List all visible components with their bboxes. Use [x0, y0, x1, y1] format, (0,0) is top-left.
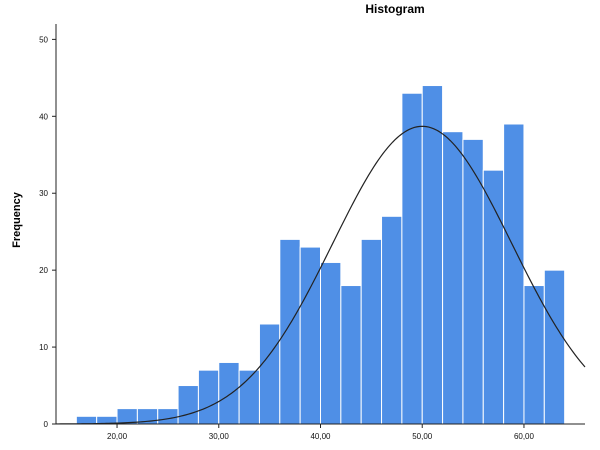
histogram-bar-5 [177, 385, 199, 425]
histogram-bar-2 [116, 408, 138, 425]
x-tick-label-2: 40,00 [310, 432, 331, 441]
histogram-bar-18 [442, 131, 464, 425]
x-tick-label-4: 60,00 [514, 432, 535, 441]
y-axis-label: Frequency [11, 191, 23, 248]
histogram-bar-9 [258, 323, 281, 425]
y-tick-label-1: 10 [39, 343, 48, 352]
x-ticks-layer: 20,00 30,00 40,00 50,00 60,00 [107, 424, 535, 441]
x-tick-label-1: 30,00 [209, 432, 230, 441]
histogram-bar-12 [320, 261, 342, 425]
histogram-bar-6 [197, 369, 220, 425]
y-tick-label-2: 20 [39, 266, 48, 275]
histogram-bar-16 [401, 92, 423, 425]
histogram-bar-10 [279, 238, 301, 425]
chart-title: Histogram [365, 2, 424, 16]
y-tick-label-0: 0 [44, 420, 49, 429]
bars-layer [75, 85, 566, 425]
histogram-bar-4 [157, 408, 179, 425]
y-ticks-layer: 0 10 20 30 40 50 [39, 35, 56, 429]
normal-curve [55, 125, 586, 425]
y-tick-label-5: 50 [39, 35, 48, 44]
x-tick-label-3: 50,00 [412, 432, 433, 441]
histogram-bar-17 [421, 85, 444, 425]
x-tick-label-0: 20,00 [107, 432, 128, 441]
histogram-bar-21 [503, 123, 525, 425]
histogram-bar-0 [75, 415, 98, 425]
y-tick-label-4: 40 [39, 112, 48, 121]
y-tick-label-3: 30 [39, 189, 48, 198]
histogram-bar-23 [543, 269, 566, 425]
histogram-bar-22 [523, 285, 545, 425]
histogram-bar-13 [340, 285, 362, 425]
histogram-bar-15 [381, 215, 403, 425]
histogram-bar-14 [360, 238, 383, 425]
histogram-bar-7 [218, 361, 240, 425]
